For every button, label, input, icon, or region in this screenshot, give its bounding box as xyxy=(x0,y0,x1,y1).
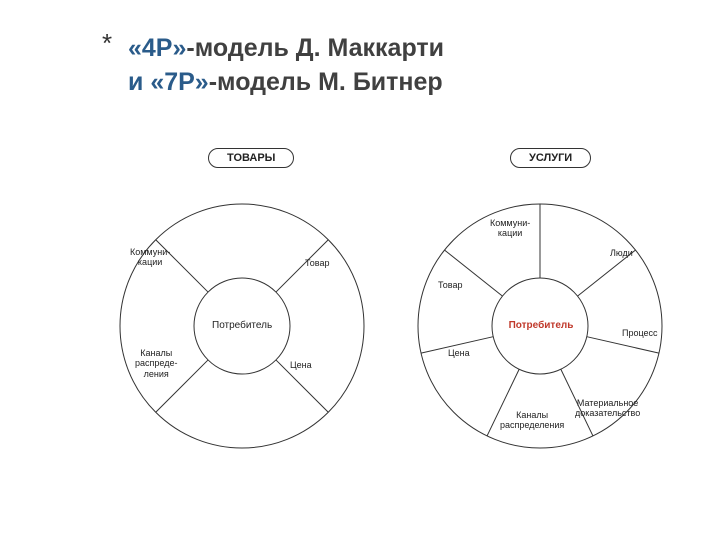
label-7p-price: Цена xyxy=(448,348,470,358)
label-7p-people: Люди xyxy=(610,248,633,258)
label-4p-tovar: Товар xyxy=(305,258,330,268)
title-part-2b: -модель М. Битнер xyxy=(209,68,443,96)
title-part-1a: «4Р» xyxy=(128,34,186,62)
label-7p-tovar: Товар xyxy=(438,280,463,290)
title-asterisk: * xyxy=(102,28,112,59)
label-7p-channels: Каналы распределения xyxy=(500,410,564,431)
header-services: УСЛУГИ xyxy=(510,148,591,168)
title-part-2a: и «7Р» xyxy=(128,68,209,96)
label-4p-channels: Каналы распреде- ления xyxy=(135,348,177,379)
title-part-1b: -модель Д. Маккарти xyxy=(186,34,444,62)
center-label-7p: Потребитель xyxy=(508,320,574,331)
label-4p-comm: Коммуни- кации xyxy=(130,247,170,268)
page-title: «4Р»-модель Д. Маккарти и «7Р»-модель М.… xyxy=(128,32,444,100)
label-7p-process: Процесс xyxy=(622,328,658,338)
header-goods: ТОВАРЫ xyxy=(208,148,294,168)
label-4p-price: Цена xyxy=(290,360,312,370)
label-7p-comm: Коммуни- кации xyxy=(490,218,530,239)
label-7p-evidence: Материальное доказательство xyxy=(575,398,640,419)
center-label-4p: Потребитель xyxy=(212,320,272,331)
